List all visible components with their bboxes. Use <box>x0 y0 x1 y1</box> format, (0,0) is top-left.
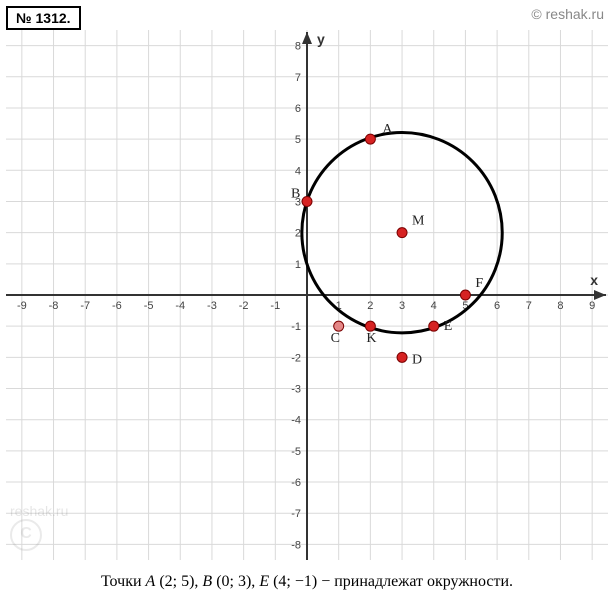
svg-text:9: 9 <box>589 300 595 312</box>
watermark: reshak.ru C <box>10 503 68 551</box>
svg-text:E: E <box>444 319 453 334</box>
plot-svg: -9 -8 -7 -6 -5 -4 -3 -2 -1 1 2 3 4 5 6 7 8 9 -8 -7 -6 -5 -4 -3 -… <box>6 30 608 560</box>
page-container: № 1312. © reshak.ru -9 -8 -7 -6 -5 -4 -3 -2 -1 1 2… <box>0 0 614 601</box>
svg-text:y: y <box>317 31 325 47</box>
svg-text:3: 3 <box>399 300 405 312</box>
svg-text:-4: -4 <box>291 415 301 427</box>
svg-text:-5: -5 <box>291 446 301 458</box>
attribution-text: © reshak.ru <box>531 6 604 22</box>
problem-number-box: № 1312. <box>6 6 81 30</box>
svg-text:-9: -9 <box>17 300 27 312</box>
svg-text:A: A <box>382 122 393 137</box>
svg-text:-6: -6 <box>291 477 301 489</box>
problem-number: № 1312. <box>16 10 71 26</box>
svg-text:6: 6 <box>295 103 301 115</box>
svg-text:-7: -7 <box>291 508 301 520</box>
svg-text:-2: -2 <box>291 352 301 364</box>
svg-text:-7: -7 <box>80 300 90 312</box>
svg-text:7: 7 <box>526 300 532 312</box>
svg-text:2: 2 <box>367 300 373 312</box>
svg-text:K: K <box>366 331 376 346</box>
svg-text:-1: -1 <box>291 321 301 333</box>
coordinate-plot: -9 -8 -7 -6 -5 -4 -3 -2 -1 1 2 3 4 5 6 7 8 9 -8 -7 -6 -5 -4 -3 -… <box>6 30 608 560</box>
svg-text:D: D <box>412 352 422 367</box>
svg-text:x: x <box>590 272 598 288</box>
svg-text:-2: -2 <box>239 300 249 312</box>
svg-text:8: 8 <box>557 300 563 312</box>
svg-text:-4: -4 <box>175 300 185 312</box>
svg-text:M: M <box>412 214 425 229</box>
svg-text:-1: -1 <box>270 300 280 312</box>
watermark-site: reshak.ru <box>10 503 68 519</box>
svg-text:2: 2 <box>295 228 301 240</box>
svg-text:-6: -6 <box>112 300 122 312</box>
svg-text:-8: -8 <box>49 300 59 312</box>
svg-text:6: 6 <box>494 300 500 312</box>
svg-text:-8: -8 <box>291 539 301 551</box>
caption-text: Точки A (2; 5), B (0; 3), E (4; −1) − пр… <box>0 573 614 591</box>
svg-text:1: 1 <box>295 259 301 271</box>
svg-text:8: 8 <box>295 41 301 53</box>
svg-text:-3: -3 <box>207 300 217 312</box>
svg-text:B: B <box>291 186 300 201</box>
svg-text:C: C <box>331 331 340 346</box>
svg-text:-5: -5 <box>144 300 154 312</box>
svg-text:F: F <box>475 276 483 291</box>
svg-text:4: 4 <box>431 300 437 312</box>
watermark-symbol: C <box>10 519 42 551</box>
svg-text:-3: -3 <box>291 384 301 396</box>
svg-text:5: 5 <box>295 134 301 146</box>
svg-text:4: 4 <box>295 165 301 177</box>
svg-text:7: 7 <box>295 72 301 84</box>
